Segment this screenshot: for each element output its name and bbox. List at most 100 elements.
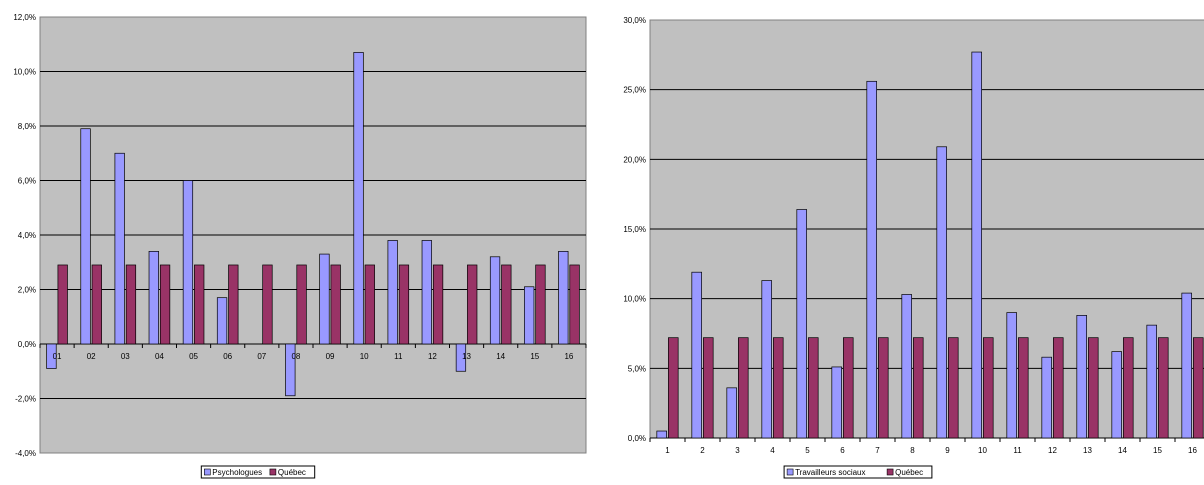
x-tick-label: 2: [700, 446, 705, 455]
bar-quebec: [668, 337, 679, 439]
bar-quebec: [364, 264, 375, 345]
legend-label-quebec: Québec: [895, 468, 923, 477]
x-tick-label: 3: [735, 446, 740, 455]
bar-primary: [114, 152, 125, 345]
legend-swatch-quebec: [269, 468, 277, 476]
bar-quebec: [330, 264, 341, 345]
bar-quebec: [296, 264, 307, 345]
bar-primary: [691, 271, 702, 439]
bar-primary: [455, 343, 467, 372]
bar-primary: [901, 294, 912, 439]
bar-quebec: [398, 264, 410, 345]
x-tick-label: 16: [1188, 446, 1197, 455]
y-tick-label: 25,0%: [623, 86, 646, 95]
legend-swatch-quebec: [886, 468, 894, 476]
bar-primary: [1006, 312, 1017, 439]
bar-quebec: [773, 337, 784, 439]
x-tick-label: 11: [394, 352, 403, 361]
bar-primary: [831, 366, 842, 439]
bar-primary: [421, 240, 432, 345]
bar-quebec: [194, 264, 205, 345]
x-tick-label: 14: [1118, 446, 1127, 455]
chart-2: 0,0%5,0%10,0%15,0%20,0%25,0%30,0%1 2 3 4 5 6 7…: [623, 16, 1204, 479]
x-tick-label: 04: [155, 352, 164, 361]
bar-primary: [1181, 292, 1192, 439]
bar-primary: [285, 343, 296, 397]
x-tick-label: 4: [770, 446, 775, 455]
bar-quebec: [1158, 337, 1169, 439]
bar-quebec: [913, 337, 924, 439]
bar-quebec: [569, 264, 580, 345]
y-tick-label: 5,0%: [628, 364, 646, 373]
bar-primary: [80, 128, 91, 345]
x-tick-label: 7: [875, 446, 880, 455]
y-tick-label: 12,0%: [13, 13, 36, 22]
x-tick-label: 14: [496, 352, 505, 361]
bar-quebec: [1053, 337, 1064, 439]
bar-quebec: [1018, 337, 1029, 439]
bar-primary: [761, 280, 772, 439]
y-tick-label: 6,0%: [18, 177, 36, 186]
x-tick-label: 12: [1048, 446, 1057, 455]
bar-primary: [1041, 356, 1052, 439]
bar-primary: [1146, 324, 1157, 439]
bar-primary: [656, 430, 667, 439]
bar-quebec: [1088, 337, 1099, 439]
legend-box: [783, 465, 933, 479]
bar-quebec: [1193, 337, 1204, 439]
bar-quebec: [738, 337, 749, 439]
bar-quebec: [159, 264, 171, 345]
x-tick-label: 11: [1013, 446, 1022, 455]
bar-primary: [216, 297, 228, 345]
bar-primary: [489, 256, 501, 345]
y-tick-label: -4,0%: [15, 449, 36, 458]
y-tick-label: 30,0%: [623, 16, 646, 25]
x-tick-label: 12: [428, 352, 437, 361]
bar-quebec: [843, 337, 854, 439]
x-tick-label: 10: [360, 352, 369, 361]
y-tick-label: 20,0%: [623, 155, 646, 164]
x-tick-label: 08: [291, 352, 300, 361]
bar-quebec: [808, 337, 819, 439]
bar-quebec: [125, 264, 137, 345]
bar-primary: [524, 286, 535, 345]
legend-swatch-primary: [204, 468, 211, 476]
bar-quebec: [1123, 337, 1134, 439]
bar-primary: [1076, 315, 1087, 439]
legend-label-primary: Psychologues: [212, 468, 262, 477]
x-tick-label: 10: [978, 446, 987, 455]
x-tick-label: 15: [530, 352, 539, 361]
bar-primary: [182, 180, 194, 345]
legend-label-quebec: Québec: [278, 468, 306, 477]
bar-quebec: [262, 264, 273, 345]
y-tick-label: 2,0%: [18, 286, 36, 295]
bar-quebec: [948, 337, 959, 439]
bar-quebec: [878, 337, 889, 439]
x-tick-label: 13: [1083, 446, 1092, 455]
legend-swatch-primary: [786, 468, 794, 476]
y-tick-label: 10,0%: [13, 68, 36, 77]
y-tick-label: 15,0%: [623, 225, 646, 234]
x-tick-label: 06: [223, 352, 232, 361]
bar-primary: [936, 146, 947, 439]
y-tick-label: 10,0%: [623, 295, 646, 304]
bar-primary: [558, 251, 569, 345]
chart-1: -4,0% -2,0% 0,0% 2,0% 4,0% 6,0% 8,0% 10,0% 12,0%…: [13, 13, 587, 479]
bar-primary: [319, 253, 330, 345]
legend-box: [200, 465, 316, 479]
bar-primary: [1111, 351, 1122, 439]
bar-quebec: [703, 337, 714, 439]
bar-primary: [971, 51, 982, 439]
legend-label-primary: Travailleurs sociaux: [795, 468, 865, 477]
x-tick-label: 07: [257, 352, 266, 361]
x-tick-label: 16: [564, 352, 573, 361]
x-tick-label: 9: [945, 446, 950, 455]
bar-quebec: [432, 264, 444, 345]
legend: Travailleurs sociaux Québec: [783, 465, 933, 479]
x-tick-label: 1: [665, 446, 670, 455]
bar-primary: [726, 387, 737, 439]
bar-quebec: [535, 264, 546, 345]
bar-primary: [353, 52, 364, 345]
y-tick-label: 0,0%: [18, 340, 36, 349]
